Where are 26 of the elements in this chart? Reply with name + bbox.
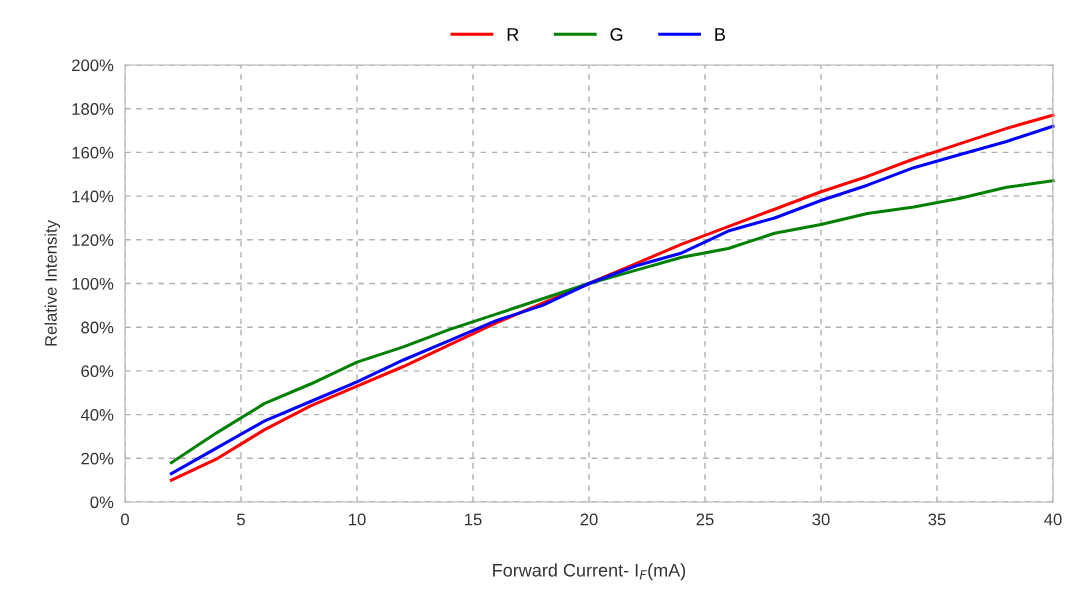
x-tick-label: 25 [696,513,714,526]
y-tick-label: 120% [72,234,114,246]
legend-label: G [610,28,623,41]
x-tick-label: 5 [237,513,245,526]
y-tick-label: 80% [81,321,114,334]
y-tick-label: 100% [72,277,114,290]
y-tick-label: 180% [72,103,114,115]
x-tick-label: 30 [812,513,830,526]
y-tick-label: 40% [80,409,114,421]
legend-label: R [507,28,519,41]
x-tick-label: 35 [928,513,946,526]
legend-label: B [715,28,725,41]
x-tick-label: 20 [580,513,598,526]
line-series [169,179,1055,465]
x-tick-label: 10 [349,513,366,526]
y-tick-label: 0% [90,496,114,509]
y-tick-label: 20% [81,452,114,465]
x-tick-label: 15 [465,513,482,526]
y-tick-label: 200% [72,59,114,72]
y-tick-label: 140% [72,190,114,203]
x-tick-label: 0 [121,513,129,526]
x-axis-title: Forward Current- I$_{F}$(mA) [493,563,686,581]
y-tick-label: 160% [72,146,114,159]
y-tick-label: 60% [81,365,114,378]
y-axis-title: Relative Intensity [44,220,61,346]
x-tick-label: 40 [1044,513,1062,526]
